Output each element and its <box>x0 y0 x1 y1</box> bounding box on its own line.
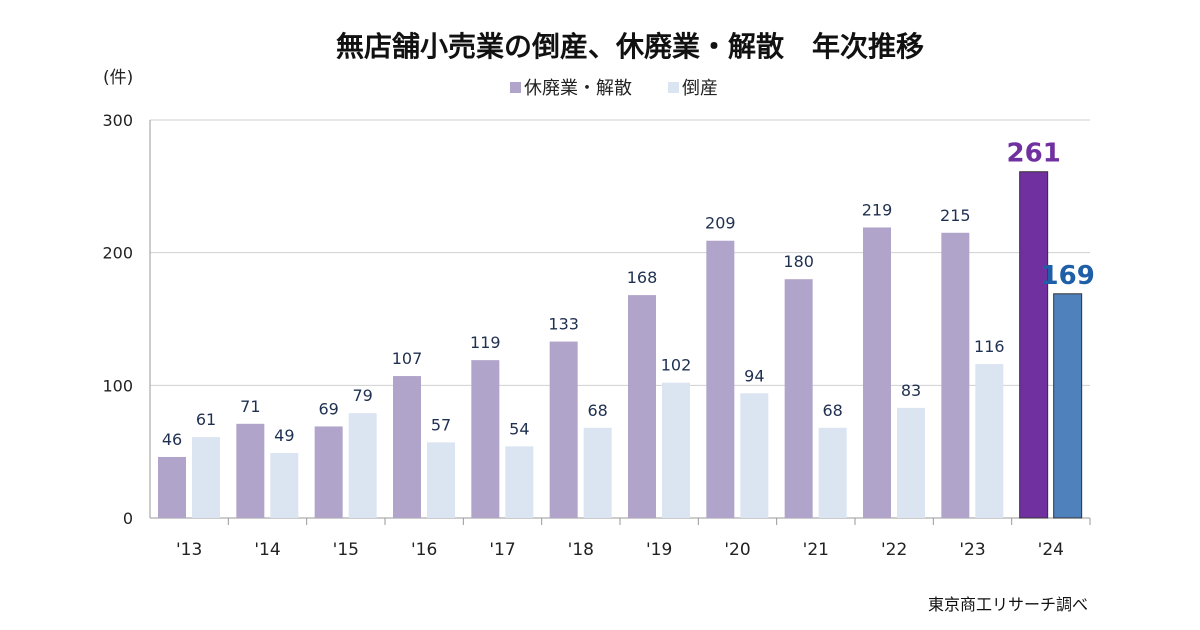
data-label: 68 <box>822 401 842 420</box>
bar-bankruptcy <box>740 393 769 518</box>
y-tick-label: 300 <box>102 111 133 130</box>
x-tick-label: '19 <box>646 540 672 560</box>
bar-bankruptcy <box>583 427 612 518</box>
x-tick-label: '14 <box>254 540 280 560</box>
y-tick-label: 100 <box>102 376 133 395</box>
x-tick-label: '20 <box>724 540 750 560</box>
legend-label-closures: 休廃業・解散 <box>524 78 632 99</box>
data-label: 215 <box>940 206 971 225</box>
y-axis-label: (件) <box>103 68 133 88</box>
bar-closures <box>628 295 656 518</box>
bar-closures <box>1019 171 1049 519</box>
legend-swatch-bankruptcy <box>668 82 679 93</box>
bar-bankruptcy <box>897 407 925 518</box>
bar-bankruptcy <box>348 413 377 518</box>
legend-swatch-closures <box>510 82 521 93</box>
x-tick-label: '16 <box>411 540 437 560</box>
source-note: 東京商工リサーチ調べ <box>928 595 1088 614</box>
data-label: 49 <box>274 426 294 445</box>
x-tick-label: '22 <box>881 540 907 560</box>
data-label: 68 <box>587 401 607 420</box>
bar-bankruptcy <box>192 437 220 518</box>
legend: 休廃業・解散 倒産 <box>510 78 718 99</box>
data-label: 180 <box>783 252 814 271</box>
data-label: 209 <box>705 214 736 233</box>
data-label: 54 <box>509 419 529 438</box>
bar-bankruptcy <box>427 442 455 518</box>
x-tick-label: '13 <box>176 540 202 560</box>
bar-closures <box>158 456 186 518</box>
y-tick-label: 0 <box>123 509 133 528</box>
data-label: 219 <box>862 200 893 219</box>
data-label: 94 <box>744 366 764 385</box>
data-label: 133 <box>548 315 579 334</box>
data-label: 119 <box>470 333 501 352</box>
bar-closures <box>784 279 813 518</box>
data-label: 116 <box>974 337 1005 356</box>
x-tick-label: '23 <box>959 540 985 560</box>
data-label: 61 <box>196 410 216 429</box>
bar-bankruptcy <box>975 364 1004 518</box>
bar-closures <box>941 232 970 518</box>
bar-bankruptcy <box>505 446 534 518</box>
bar-closures <box>236 423 265 518</box>
x-tick-label: '24 <box>1038 540 1064 560</box>
data-label: 107 <box>392 349 423 368</box>
data-label: 57 <box>431 415 451 434</box>
data-label: 168 <box>627 268 658 287</box>
x-tick-label: '18 <box>568 540 594 560</box>
bar-closures <box>471 360 500 518</box>
data-label: 69 <box>318 399 338 418</box>
bar-bankruptcy <box>818 427 847 518</box>
x-tick-label: '21 <box>803 540 829 560</box>
x-tick-label: '17 <box>489 540 515 560</box>
data-label: 169 <box>1041 261 1095 291</box>
bar-closures <box>549 341 578 518</box>
bar-closures <box>706 240 735 518</box>
bar-closures <box>314 426 343 518</box>
bar-bankruptcy <box>662 382 690 518</box>
bar-bankruptcy <box>1053 293 1083 519</box>
bar-bankruptcy <box>270 452 299 518</box>
data-label: 71 <box>240 397 260 416</box>
data-label: 102 <box>661 356 692 375</box>
data-label: 83 <box>901 381 921 400</box>
chart-title: 無店舗小売業の倒産、休廃業・解散 年次推移 <box>336 30 924 63</box>
data-label: 79 <box>352 386 372 405</box>
data-label: 261 <box>1007 139 1061 169</box>
data-label: 46 <box>162 430 182 449</box>
legend-label-bankruptcy: 倒産 <box>682 78 718 99</box>
x-tick-label: '15 <box>333 540 359 560</box>
y-tick-label: 200 <box>102 244 133 263</box>
bar-closures <box>863 227 891 518</box>
bar-closures <box>393 376 421 518</box>
